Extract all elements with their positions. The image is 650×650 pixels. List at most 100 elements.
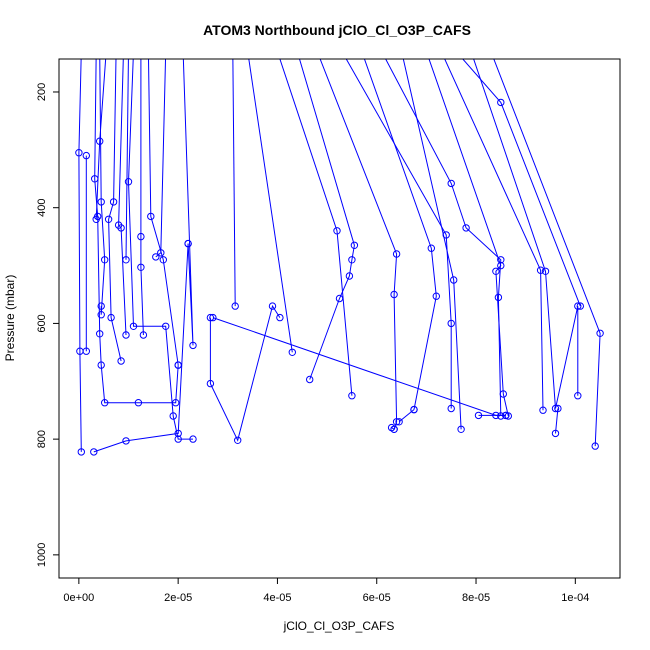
x-tick-label: 6e-05 xyxy=(363,592,391,604)
data-point xyxy=(541,267,550,275)
data-point xyxy=(104,215,113,224)
data-point xyxy=(348,392,356,400)
series-line xyxy=(385,59,502,417)
data-point xyxy=(75,149,83,157)
data-point xyxy=(97,311,105,319)
data-point xyxy=(77,448,86,456)
series-line xyxy=(298,59,355,380)
series-line xyxy=(108,59,122,362)
data-point xyxy=(395,418,403,426)
data-point xyxy=(502,411,510,420)
series-24 xyxy=(428,59,512,420)
data-point xyxy=(447,404,455,413)
data-point xyxy=(134,399,143,407)
data-point xyxy=(447,319,455,328)
series-8 xyxy=(137,59,148,339)
data-point xyxy=(551,404,560,413)
series-line xyxy=(94,59,179,404)
series-33 xyxy=(387,423,398,433)
data-point xyxy=(457,425,465,433)
plot-area xyxy=(75,59,604,456)
data-point xyxy=(462,224,470,232)
data-point xyxy=(554,404,562,413)
data-point xyxy=(497,256,505,264)
data-point xyxy=(97,302,105,310)
series-line xyxy=(148,59,179,366)
series-3 xyxy=(92,59,107,224)
series-14 xyxy=(231,59,239,310)
data-point xyxy=(189,435,197,443)
data-point xyxy=(306,375,314,384)
series-line xyxy=(140,59,144,336)
data-point xyxy=(92,215,100,224)
series-15 xyxy=(206,302,284,444)
data-point xyxy=(152,253,160,261)
series-5 xyxy=(114,59,130,339)
data-point xyxy=(101,256,109,264)
series-0 xyxy=(75,59,86,456)
series-line xyxy=(363,59,437,410)
data-point xyxy=(447,179,455,188)
data-point xyxy=(184,239,192,248)
data-point xyxy=(432,292,440,300)
data-point xyxy=(129,322,138,330)
data-point xyxy=(82,347,91,355)
data-point xyxy=(101,399,109,407)
series-10 xyxy=(152,59,167,261)
data-point xyxy=(345,272,354,280)
series-23 xyxy=(402,59,465,433)
data-point xyxy=(494,293,503,302)
data-point xyxy=(137,232,145,241)
series-line xyxy=(473,59,579,409)
data-point xyxy=(97,198,105,206)
series-line xyxy=(78,59,82,452)
series-19 xyxy=(319,59,401,433)
data-point xyxy=(492,267,500,275)
x-tick-label: 2e-05 xyxy=(164,592,192,604)
data-point xyxy=(169,412,177,420)
series-25 xyxy=(444,59,547,414)
series-line xyxy=(428,59,509,417)
series-13 xyxy=(82,151,91,355)
series-29 xyxy=(209,313,510,420)
y-axis-label: Pressure (mbar) xyxy=(3,275,17,362)
data-point xyxy=(348,256,356,264)
series-line xyxy=(95,59,107,220)
series-7 xyxy=(124,59,197,443)
data-point xyxy=(497,261,505,270)
data-point xyxy=(551,429,560,438)
data-point xyxy=(576,302,584,310)
series-30 xyxy=(551,404,562,438)
data-point xyxy=(137,263,145,271)
data-point xyxy=(174,435,182,443)
data-point xyxy=(117,224,125,232)
data-point xyxy=(96,137,104,145)
x-tick-label: 1e-04 xyxy=(561,592,589,604)
series-line xyxy=(125,59,129,260)
data-point xyxy=(147,212,155,221)
data-point xyxy=(350,241,359,250)
x-tick-label: 8e-05 xyxy=(462,592,490,604)
series-line xyxy=(493,59,601,447)
data-point xyxy=(206,379,215,388)
series-21 xyxy=(363,59,440,414)
series-32 xyxy=(395,405,418,426)
data-point xyxy=(189,341,197,350)
series-2 xyxy=(97,59,109,319)
series-line xyxy=(248,59,293,353)
chart-title: ATOM3 Northbound jClO_Cl_O3P_CAFS xyxy=(203,22,471,38)
data-point xyxy=(392,250,401,258)
y-tick-label: 200 xyxy=(36,83,48,101)
series-line xyxy=(155,59,167,258)
data-point xyxy=(96,330,104,338)
series-layer xyxy=(75,59,604,456)
data-point xyxy=(288,348,296,356)
series-17 xyxy=(279,59,356,400)
series-line xyxy=(209,304,281,442)
series-1 xyxy=(91,59,182,407)
data-point xyxy=(387,423,396,432)
series-line xyxy=(391,427,395,430)
series-28 xyxy=(462,59,584,310)
x-tick-label: 0e+00 xyxy=(63,592,94,604)
